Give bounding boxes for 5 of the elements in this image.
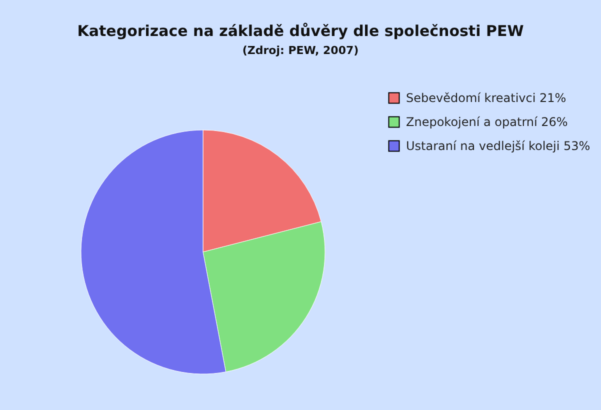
legend-label: Ustaraní na vedlejší koleji 53% [406,139,590,153]
chart-subtitle: (Zdroj: PEW, 2007) [242,44,359,57]
legend-label: Sebevědomí kreativci 21% [406,91,566,105]
chart-title: Kategorizace na základě důvěry dle společnosti PEW [77,22,524,40]
legend-label: Znepokojení a opatrní 26% [406,115,568,129]
